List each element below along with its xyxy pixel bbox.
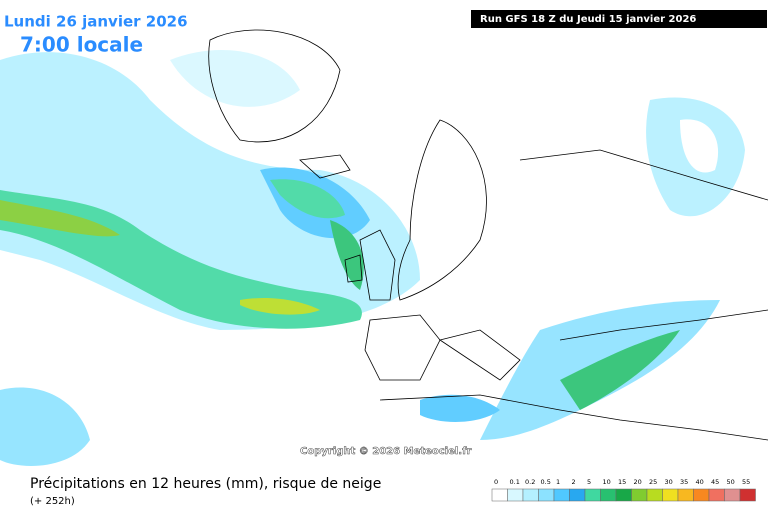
legend-swatch <box>677 488 694 502</box>
run-box <box>471 10 767 28</box>
legend-swatch <box>600 488 617 502</box>
legend-swatch <box>646 488 663 502</box>
legend-tick-label: 40 <box>696 478 704 486</box>
legend-swatch <box>553 488 570 502</box>
legend-tick-label: 55 <box>742 478 750 486</box>
precipitation <box>0 50 745 466</box>
footer-lead: (+ 252h) <box>30 496 75 507</box>
legend-swatch <box>584 488 601 502</box>
legend-tick-label: 35 <box>680 478 688 486</box>
legend-tick-label: 30 <box>665 478 673 486</box>
coastlines <box>208 29 768 441</box>
time-title: 7:00 locale <box>20 33 143 57</box>
legend-swatch <box>708 488 725 502</box>
legend-swatch <box>507 488 524 502</box>
legend-swatch <box>569 488 586 502</box>
legend: 0 0.1 0.2 0.5 1 2 5 10 15 20 25 30 35 40 45 50 55 <box>491 478 756 502</box>
date-title: Lundi 26 janvier 2026 <box>4 13 188 31</box>
legend-swatch <box>724 488 741 502</box>
run-label: Run GFS 18 Z du Jeudi 15 janvier 2026 <box>480 14 696 25</box>
legend-tick-label: 0.5 <box>541 478 551 486</box>
copyright: Copyright © 2026 Meteociel.fr <box>300 446 471 457</box>
legend-tick-label: 10 <box>603 478 611 486</box>
legend-swatch <box>491 488 508 502</box>
legend-tick-label: 5 <box>587 478 591 486</box>
legend-tick-label: 15 <box>618 478 626 486</box>
legend-swatch <box>631 488 648 502</box>
legend-tick-label: 0.1 <box>510 478 520 486</box>
legend-tick-label: 20 <box>634 478 642 486</box>
legend-swatch <box>522 488 539 502</box>
legend-swatch <box>662 488 679 502</box>
legend-swatch <box>739 488 756 502</box>
footer-title: Précipitations en 12 heures (mm), risque… <box>30 476 381 492</box>
legend-tick-label: 1 <box>556 478 560 486</box>
legend-tick-label: 25 <box>649 478 657 486</box>
legend-swatch <box>693 488 710 502</box>
legend-tick-label: 50 <box>727 478 735 486</box>
legend-swatch <box>615 488 632 502</box>
legend-swatch <box>538 488 555 502</box>
legend-tick-label: 2 <box>572 478 576 486</box>
legend-tick-label: 0 <box>494 478 498 486</box>
legend-tick-label: 0.2 <box>525 478 535 486</box>
legend-tick-label: 45 <box>711 478 719 486</box>
